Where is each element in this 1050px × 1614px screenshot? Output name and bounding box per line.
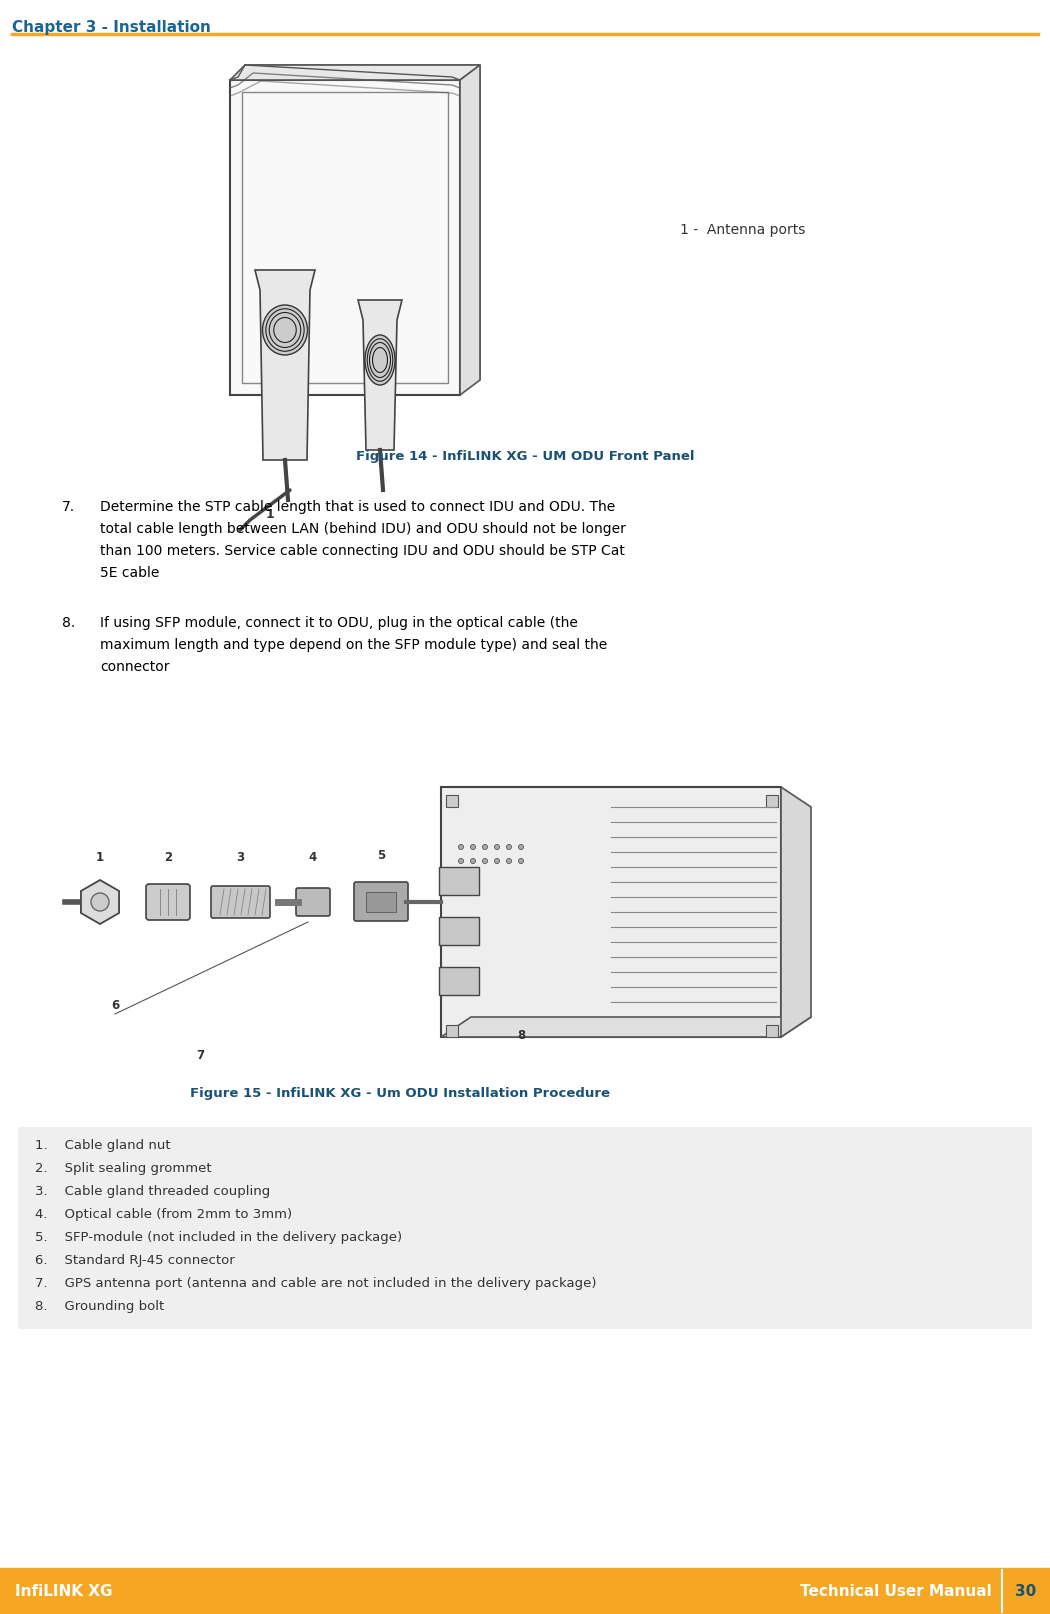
Text: 7.    GPS antenna port (antenna and cable are not included in the delivery packa: 7. GPS antenna port (antenna and cable a… — [35, 1277, 596, 1290]
Text: 4.    Optical cable (from 2mm to 3mm): 4. Optical cable (from 2mm to 3mm) — [35, 1207, 292, 1222]
Text: Figure 15 - InfiLINK XG - Um ODU Installation Procedure: Figure 15 - InfiLINK XG - Um ODU Install… — [190, 1086, 610, 1101]
Polygon shape — [460, 65, 480, 395]
Polygon shape — [230, 65, 480, 81]
Bar — [439, 917, 479, 946]
Polygon shape — [242, 92, 448, 383]
Ellipse shape — [365, 336, 395, 386]
Polygon shape — [230, 81, 460, 395]
Ellipse shape — [91, 893, 109, 910]
Ellipse shape — [483, 844, 487, 849]
Ellipse shape — [470, 859, 476, 863]
Ellipse shape — [262, 305, 308, 355]
Ellipse shape — [506, 859, 511, 863]
Ellipse shape — [519, 844, 524, 849]
Text: 2.    Split sealing grommet: 2. Split sealing grommet — [35, 1162, 212, 1175]
Ellipse shape — [495, 859, 500, 863]
Text: 4: 4 — [309, 851, 317, 863]
Bar — [766, 1025, 778, 1038]
Bar — [446, 796, 458, 807]
Text: maximum length and type depend on the SFP module type) and seal the: maximum length and type depend on the SF… — [100, 638, 607, 652]
FancyBboxPatch shape — [354, 881, 408, 922]
Text: 8.: 8. — [62, 617, 76, 629]
Ellipse shape — [483, 859, 487, 863]
Text: 3.    Cable gland threaded coupling: 3. Cable gland threaded coupling — [35, 1185, 270, 1198]
Text: Technical User Manual: Technical User Manual — [800, 1583, 992, 1598]
Polygon shape — [358, 300, 402, 450]
Polygon shape — [781, 788, 811, 1038]
Text: 1: 1 — [266, 508, 274, 521]
Text: Chapter 3 - Installation: Chapter 3 - Installation — [12, 19, 211, 36]
Text: If using SFP module, connect it to ODU, plug in the optical cable (the: If using SFP module, connect it to ODU, … — [100, 617, 578, 629]
Text: 7: 7 — [196, 1049, 204, 1062]
Bar — [766, 796, 778, 807]
Text: Determine the STP cable length that is used to connect IDU and ODU. The: Determine the STP cable length that is u… — [100, 500, 615, 513]
Text: 5E cable: 5E cable — [100, 567, 160, 579]
Ellipse shape — [495, 844, 500, 849]
Bar — [439, 867, 479, 896]
Text: 30: 30 — [1015, 1583, 1036, 1598]
Text: 2: 2 — [164, 851, 172, 863]
Text: than 100 meters. Service cable connecting IDU and ODU should be STP Cat: than 100 meters. Service cable connectin… — [100, 544, 625, 558]
Polygon shape — [81, 880, 119, 923]
Ellipse shape — [519, 859, 524, 863]
Text: total cable length between LAN (behind IDU) and ODU should not be longer: total cable length between LAN (behind I… — [100, 521, 626, 536]
Text: 6.    Standard RJ-45 connector: 6. Standard RJ-45 connector — [35, 1254, 235, 1267]
Text: 1 -  Antenna ports: 1 - Antenna ports — [680, 223, 805, 237]
Polygon shape — [441, 1017, 811, 1038]
FancyBboxPatch shape — [211, 886, 270, 918]
Bar — [18, 1127, 1032, 1328]
Text: 1: 1 — [96, 851, 104, 863]
FancyBboxPatch shape — [296, 888, 330, 917]
Text: InfiLINK XG: InfiLINK XG — [15, 1583, 112, 1598]
Ellipse shape — [470, 844, 476, 849]
Bar — [441, 788, 781, 1038]
FancyBboxPatch shape — [146, 884, 190, 920]
Text: 1.    Cable gland nut: 1. Cable gland nut — [35, 1139, 170, 1152]
Text: Figure 14 - InfiLINK XG - UM ODU Front Panel: Figure 14 - InfiLINK XG - UM ODU Front P… — [356, 450, 694, 463]
Bar — [366, 893, 396, 912]
Ellipse shape — [459, 859, 463, 863]
Text: 5: 5 — [377, 849, 385, 862]
Bar — [446, 1025, 458, 1038]
Bar — [0, 1567, 1050, 1614]
Text: 8: 8 — [517, 1030, 525, 1043]
Text: connector: connector — [100, 660, 169, 675]
Polygon shape — [245, 65, 480, 379]
Text: 5.    SFP-module (not included in the delivery package): 5. SFP-module (not included in the deliv… — [35, 1231, 402, 1244]
Ellipse shape — [459, 844, 463, 849]
Text: 6: 6 — [111, 999, 119, 1012]
Polygon shape — [255, 270, 315, 460]
Text: 3: 3 — [236, 851, 244, 863]
Text: 8.    Grounding bolt: 8. Grounding bolt — [35, 1299, 164, 1314]
Bar — [439, 967, 479, 994]
Text: 7.: 7. — [62, 500, 76, 513]
Ellipse shape — [506, 844, 511, 849]
